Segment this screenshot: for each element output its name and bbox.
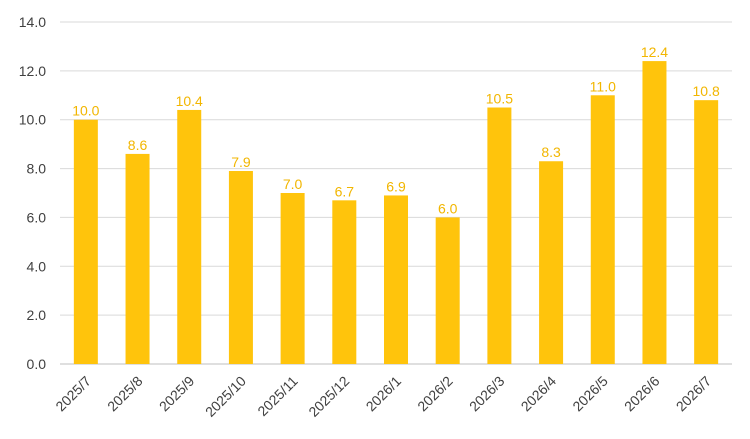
x-tick-label: 2025/12: [305, 373, 352, 420]
bar: [694, 100, 719, 365]
bar: [73, 119, 98, 364]
data-label: 6.0: [438, 200, 458, 216]
data-label: 8.3: [541, 144, 561, 160]
x-tick-label: 2026/7: [673, 373, 715, 415]
x-tick-label: 2026/3: [466, 373, 508, 415]
data-label: 10.5: [486, 91, 513, 107]
y-tick-label: 14.0: [19, 14, 46, 30]
x-tick-label: 2026/4: [518, 373, 560, 415]
data-label: 12.4: [641, 44, 668, 60]
bar: [177, 109, 202, 364]
bar: [125, 153, 150, 364]
data-label: 6.9: [386, 178, 406, 194]
x-tick-label: 2026/5: [569, 373, 611, 415]
bar: [642, 61, 667, 364]
y-tick-label: 4.0: [27, 258, 47, 274]
y-tick-label: 2.0: [27, 307, 47, 323]
x-tick-label: 2026/6: [621, 373, 663, 415]
data-label: 8.6: [128, 137, 148, 153]
bar: [280, 193, 305, 364]
x-tick-label: 2025/8: [104, 373, 146, 415]
data-label: 10.0: [72, 103, 99, 119]
bar: [332, 200, 357, 364]
x-tick-label: 2026/1: [363, 373, 405, 415]
bar: [435, 217, 460, 364]
y-tick-label: 8.0: [27, 161, 47, 177]
bar: [487, 107, 512, 364]
bar: [539, 161, 564, 364]
data-label: 6.7: [335, 183, 355, 199]
data-label: 11.0: [590, 78, 616, 94]
x-tick-label: 2025/10: [202, 373, 249, 420]
x-tick-label: 2025/7: [52, 373, 94, 415]
data-label: 7.9: [231, 154, 251, 170]
y-tick-label: 10.0: [19, 112, 46, 128]
data-label: 10.4: [176, 93, 203, 109]
bar: [384, 195, 408, 364]
data-label: 7.0: [283, 176, 303, 192]
y-tick-label: 6.0: [27, 209, 47, 225]
x-tick-label: 2025/9: [156, 373, 198, 415]
y-tick-label: 0.0: [27, 356, 47, 372]
x-tick-label: 2025/11: [254, 373, 301, 420]
bar: [228, 171, 253, 364]
bar: [590, 95, 615, 365]
data-label: 10.8: [693, 83, 720, 99]
x-tick-label: 2026/2: [414, 373, 456, 415]
y-tick-label: 12.0: [19, 63, 46, 79]
